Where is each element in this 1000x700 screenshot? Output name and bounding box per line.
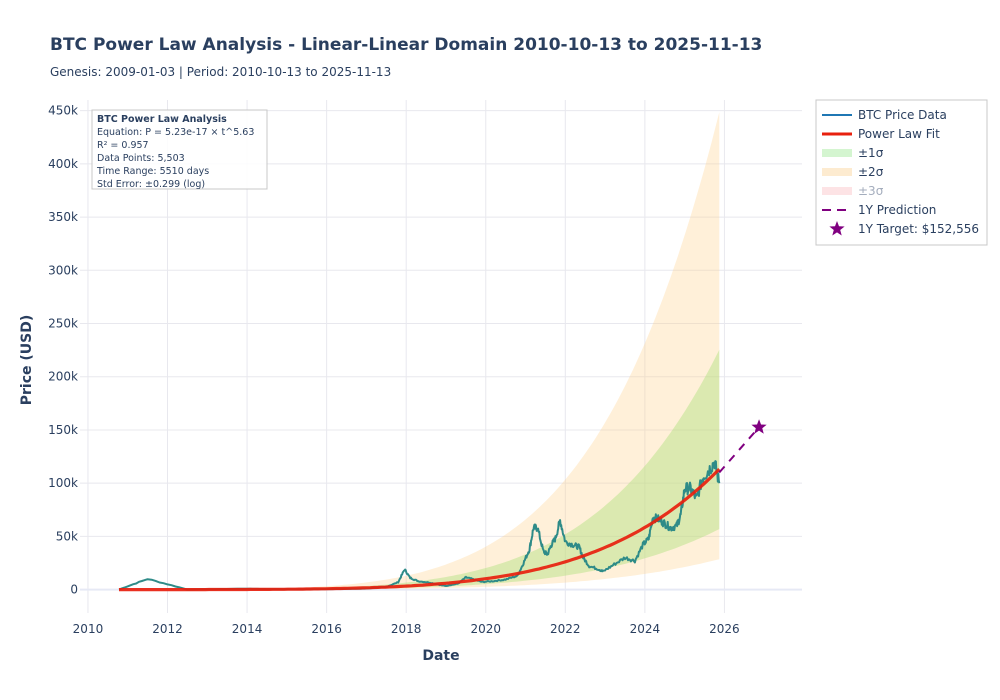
x-tick-label: 2010 [73, 622, 104, 636]
sigma-2-band [119, 112, 720, 590]
annotation-std-error: Std Error: ±0.299 (log) [97, 179, 205, 190]
y-tick-label: 150k [48, 423, 78, 437]
y-tick-label: 400k [48, 157, 78, 171]
y-tick-label: 200k [48, 370, 78, 384]
legend-label: ±2σ [858, 165, 884, 179]
legend-swatch-fill-icon [822, 149, 852, 157]
stats-annotation: BTC Power Law Analysis Equation: P = 5.2… [91, 109, 268, 190]
legend-label: 1Y Target: $152,556 [858, 222, 979, 236]
x-tick-label: 2016 [311, 622, 342, 636]
x-tick-label: 2026 [709, 622, 740, 636]
legend-label: BTC Price Data [858, 108, 947, 122]
chart-title: BTC Power Law Analysis - Linear-Linear D… [50, 35, 762, 55]
legend-item-1-sigma[interactable]: ±1σ [822, 146, 884, 160]
y-tick-label: 50k [56, 529, 78, 543]
legend-label: Power Law Fit [858, 127, 940, 141]
power-law-fit-line [119, 467, 721, 592]
y-tick-label: 300k [48, 263, 78, 277]
y-tick-label: 250k [48, 317, 78, 331]
legend-item-1y-prediction[interactable]: 1Y Prediction [822, 203, 936, 217]
chart-subtitle: Genesis: 2009-01-03 | Period: 2010-10-13… [50, 65, 391, 79]
annotation-r2: R² = 0.957 [97, 140, 149, 151]
y-tick-label: 350k [48, 210, 78, 224]
annotation-equation: Equation: P = 5.23e-17 × t^5.63 [97, 127, 254, 138]
legend-item-power-law-fit[interactable]: Power Law Fit [822, 127, 940, 141]
legend-label: ±3σ [858, 184, 884, 198]
x-tick-label: 2024 [630, 622, 661, 636]
annotation-time-range: Time Range: 5510 days [96, 166, 209, 177]
legend-label: ±1σ [858, 146, 884, 160]
annotation-box [91, 109, 268, 190]
x-tick-label: 2020 [470, 622, 501, 636]
prediction-line [718, 426, 760, 474]
x-axis-title: Date [422, 648, 459, 664]
legend-item-btc-price[interactable]: BTC Price Data [822, 108, 947, 122]
legend: BTC Price Data Power Law Fit ±1σ ±2σ ±3σ… [815, 99, 988, 246]
legend-item-1y-target[interactable]: 1Y Target: $152,556 [829, 221, 979, 236]
y-axis-title: Price (USD) [19, 315, 35, 406]
data-series [118, 419, 767, 592]
sigma-bands [119, 112, 720, 590]
x-tick-label: 2018 [391, 622, 422, 636]
x-tick-label: 2014 [232, 622, 263, 636]
x-tick-label: 2022 [550, 622, 581, 636]
annotation-title: BTC Power Law Analysis [97, 114, 227, 125]
target-star-marker [751, 419, 767, 434]
grid [80, 100, 802, 613]
legend-swatch-fill-icon [822, 168, 852, 176]
legend-swatch-fill-icon [822, 187, 852, 195]
y-axis-ticks: 0 50k 100k 150k 200k 250k 300k 350k 400k 450k [48, 104, 78, 597]
annotation-data-points: Data Points: 5,503 [97, 153, 185, 164]
y-tick-label: 0 [70, 583, 78, 597]
star-icon [829, 221, 845, 236]
btc-price-line [118, 460, 721, 591]
y-tick-label: 450k [48, 104, 78, 118]
y-tick-label: 100k [48, 476, 78, 490]
legend-label: 1Y Prediction [858, 203, 936, 217]
x-tick-label: 2012 [152, 622, 183, 636]
legend-item-2-sigma[interactable]: ±2σ [822, 165, 884, 179]
x-axis-ticks: 2010 2012 2014 2016 2018 2020 2022 2024 2026 [73, 622, 740, 636]
legend-item-3-sigma[interactable]: ±3σ [822, 184, 884, 198]
